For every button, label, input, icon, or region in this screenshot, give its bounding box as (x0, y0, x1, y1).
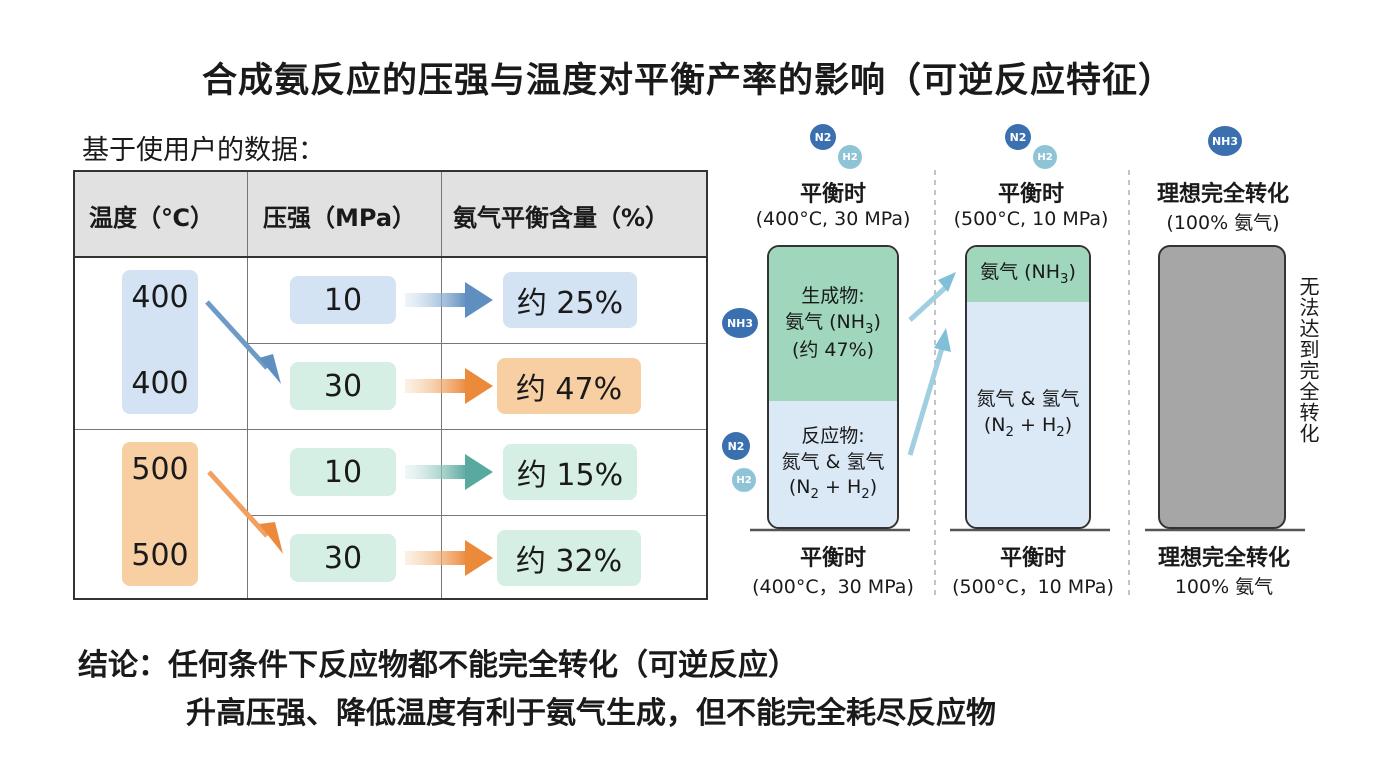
arrow-right-icon (405, 454, 493, 490)
n2-molecule-icon: N2 (810, 124, 836, 150)
h2-molecule-icon: H2 (732, 468, 756, 492)
row-divider (75, 429, 706, 430)
yield-value: 约 47% (497, 358, 641, 414)
yield-value: 约 15% (503, 444, 637, 500)
header-divider (75, 256, 706, 258)
row-divider (247, 515, 706, 516)
h2-molecule-icon: H2 (838, 145, 862, 169)
arrow-up-icon (907, 328, 951, 456)
header-temperature: 温度（℃） (75, 172, 247, 258)
bar3-bottom-condition: 100% 氨气 (1174, 576, 1274, 598)
header-ammonia-content: 氨气平衡含量（%） (441, 172, 706, 258)
product-name: 氨气 (NH3) (785, 310, 881, 337)
temp-500-badge: 500 500 (122, 442, 198, 586)
bar3-top-title: 理想完全转化 (1156, 182, 1289, 207)
bar2-composition: 氨气 (NH3) 氮气 & 氢气 (N2 + H2) (965, 245, 1091, 529)
nh3-molecule-icon: NH3 (722, 308, 758, 338)
table-arrows (205, 282, 493, 576)
h2-molecule-icon: H2 (1033, 145, 1057, 169)
bar1-bottom-label: 平衡时 (400°C，30 MPa) (728, 540, 938, 599)
bar2-top-condition: (500°C, 10 MPa) (953, 208, 1109, 230)
temp-value: 400 (131, 366, 189, 401)
reactant-formula: (N2 + H2) (788, 476, 878, 503)
bar1-top-label: 平衡时 (400°C, 30 MPa) (740, 176, 926, 230)
n2-molecule-icon: N2 (1005, 124, 1031, 150)
pressure-value: 30 (290, 534, 396, 582)
temp-value: 400 (131, 280, 189, 315)
bar2-bottom-label: 平衡时 (500°C，10 MPa) (928, 540, 1138, 599)
arrow-right-icon (405, 540, 493, 576)
arrow-right-icon (405, 368, 493, 404)
conclusion-line-1: 结论：任何条件下反应物都不能完全转化（可逆反应） (78, 648, 798, 683)
product-amount: (约 47%) (791, 339, 875, 362)
bar1-reactant-segment: 反应物: 氮气 & 氢气 (N2 + H2) (769, 401, 897, 527)
bar3-bottom-title: 理想完全转化 (1157, 546, 1290, 571)
yield-value: 约 32% (497, 530, 641, 586)
bar2-product-segment: 氨气 (NH3) (967, 247, 1089, 304)
bar3-bottom-label: 理想完全转化 100% 氨气 (1124, 540, 1324, 599)
conclusion-line-2: 升高压强、降低温度有利于氨气生成，但不能完全耗尽反应物 (186, 696, 996, 731)
reactant-label: 反应物: (801, 424, 865, 447)
bar3-ideal-conversion (1158, 245, 1286, 529)
reactant-formula: (N2 + H2) (983, 413, 1073, 440)
bar1-product-segment: 生成物: 氨气 (NH3) (约 47%) (769, 247, 897, 403)
page-title: 合成氨反应的压强与温度对平衡产率的影响（可逆反应特征） (201, 61, 1174, 101)
bar1-bottom-condition: (400°C，30 MPa) (752, 576, 914, 598)
bar2-reactant-segment: 氮气 & 氢气 (N2 + H2) (967, 302, 1089, 527)
bar1-composition: 生成物: 氨气 (NH3) (约 47%) 反应物: 氮气 & 氢气 (N2 +… (767, 245, 899, 529)
reactant-name: 氮气 & 氢气 (976, 388, 1080, 411)
product-label: 生成物: (801, 284, 865, 307)
pressure-value: 30 (290, 362, 396, 410)
arrow-diagonal-icon (207, 470, 283, 554)
data-source-label: 基于使用户的数据： (82, 135, 325, 166)
data-table: 温度（℃） 压强（MPa） 氨气平衡含量（%） 400 400 500 500 … (73, 170, 708, 600)
arrow-diagonal-icon (205, 300, 281, 384)
n2-molecule-icon: N2 (722, 432, 750, 460)
pressure-value: 10 (290, 276, 396, 324)
reactant-name: 氮气 & 氢气 (781, 450, 885, 473)
yield-value: 约 25% (503, 272, 637, 328)
bar2-bottom-title: 平衡时 (999, 546, 1066, 571)
temp-400-badge: 400 400 (122, 270, 198, 414)
arrow-up-icon (908, 272, 956, 322)
bar2-top-title: 平衡时 (997, 182, 1064, 207)
nh3-molecule-icon: NH3 (1208, 126, 1242, 156)
row-divider (247, 343, 706, 344)
temp-value: 500 (131, 538, 189, 573)
bar2-top-label: 平衡时 (500°C, 10 MPa) (938, 176, 1124, 230)
header-pressure: 压强（MPa） (247, 172, 441, 258)
bar1-top-condition: (400°C, 30 MPa) (755, 208, 911, 230)
bar3-top-label: 理想完全转化 (100% 氨气) (1130, 176, 1316, 235)
temp-value: 500 (131, 452, 189, 487)
bar3-top-condition: (100% 氨气) (1166, 212, 1280, 234)
bar1-bottom-title: 平衡时 (799, 546, 866, 571)
arrow-right-icon (405, 282, 493, 318)
bar3-side-note: 无法达到完全转化 (1296, 276, 1320, 444)
pressure-value: 10 (290, 448, 396, 496)
bar2-bottom-condition: (500°C，10 MPa) (952, 576, 1114, 598)
product-name: 氨气 (NH3) (980, 261, 1076, 287)
column-divider (247, 172, 248, 598)
bar1-top-title: 平衡时 (799, 182, 866, 207)
